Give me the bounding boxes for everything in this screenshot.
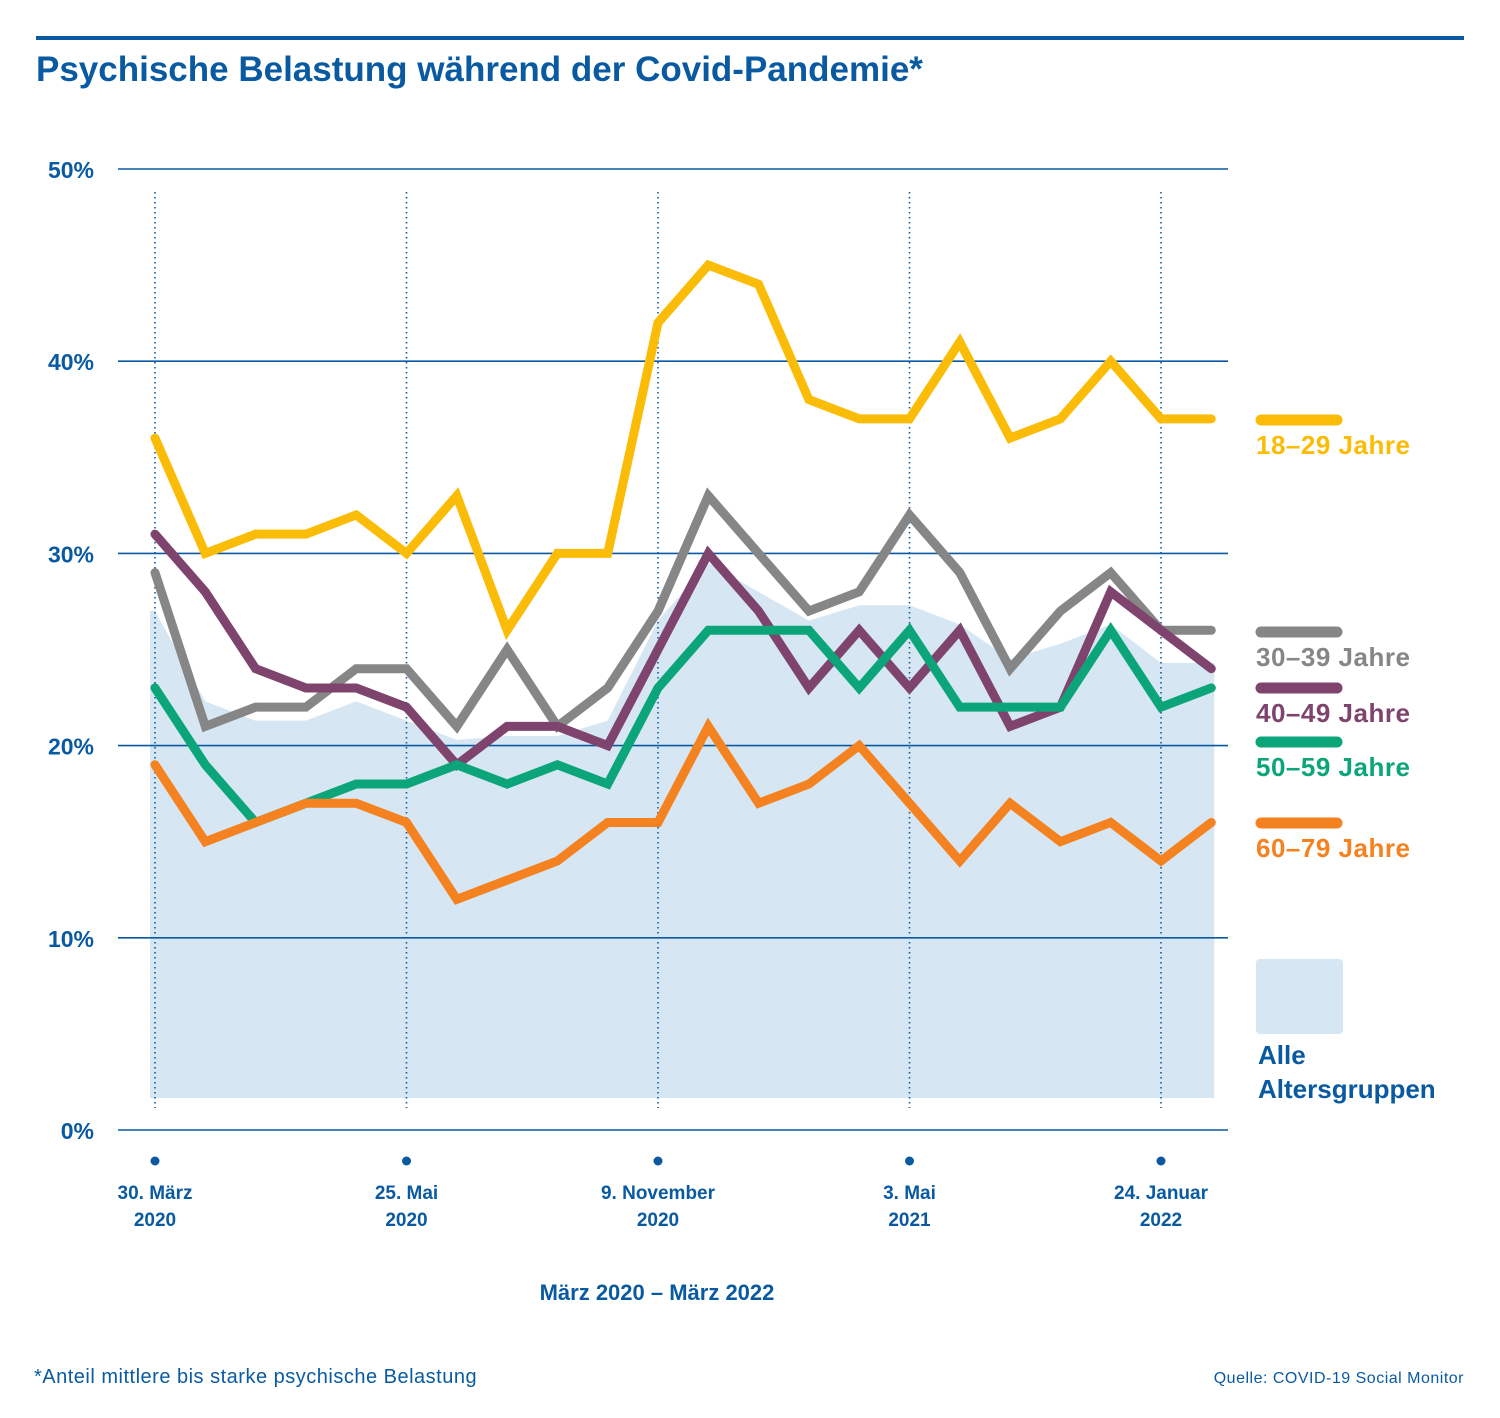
x-axis-label: März 2020 – März 2022 <box>540 1280 775 1305</box>
x-tick-label-year: 2022 <box>1140 1210 1182 1231</box>
x-tick-label: 3. Mai <box>883 1183 936 1204</box>
y-tick-label: 40% <box>48 349 94 375</box>
x-tick-label: 25. Mai <box>375 1183 438 1204</box>
x-tick-label-year: 2020 <box>637 1210 679 1231</box>
legend-label: 60–79 Jahre <box>1256 833 1410 863</box>
x-tick-dot <box>653 1156 663 1166</box>
y-tick-label: 50% <box>48 157 94 183</box>
legend-area-label: Altersgruppen <box>1258 1074 1436 1104</box>
legend-label: 30–39 Jahre <box>1256 642 1410 672</box>
y-tick-label: 0% <box>61 1118 94 1144</box>
legend-area-swatch <box>1256 959 1343 1034</box>
source-note: Quelle: COVID-19 Social Monitor <box>1213 1370 1464 1387</box>
x-tick-label: 30. März <box>118 1183 193 1204</box>
x-tick-dot <box>402 1156 411 1166</box>
x-tick-dot <box>1156 1156 1166 1166</box>
x-tick-dot <box>905 1156 914 1166</box>
x-tick-dot <box>150 1156 160 1166</box>
legend-area-label: Alle <box>1258 1040 1306 1070</box>
chart-title: Psychische Belastung während der Covid-P… <box>36 50 923 89</box>
x-tick-label-year: 2020 <box>134 1210 176 1231</box>
top-rule <box>36 36 1464 40</box>
legend-label: 18–29 Jahre <box>1256 430 1410 460</box>
legend-label: 50–59 Jahre <box>1256 752 1410 782</box>
y-tick-label: 20% <box>48 734 94 760</box>
y-tick-label: 10% <box>48 926 94 952</box>
series-line <box>150 259 1216 641</box>
footnote: *Anteil mittlere bis starke psychische B… <box>34 1366 478 1388</box>
x-tick-label: 24. Januar <box>1114 1183 1209 1204</box>
series-line <box>150 717 1216 905</box>
legend-label: 40–49 Jahre <box>1256 698 1410 728</box>
area-alle-altersgruppen <box>150 563 1215 1098</box>
series-line <box>150 529 1216 771</box>
x-tick-label: 9. November <box>601 1183 716 1204</box>
y-tick-label: 30% <box>48 541 94 567</box>
series-line <box>150 622 1216 828</box>
x-tick-label-year: 2021 <box>888 1210 931 1231</box>
x-tick-label-year: 2020 <box>385 1210 427 1231</box>
